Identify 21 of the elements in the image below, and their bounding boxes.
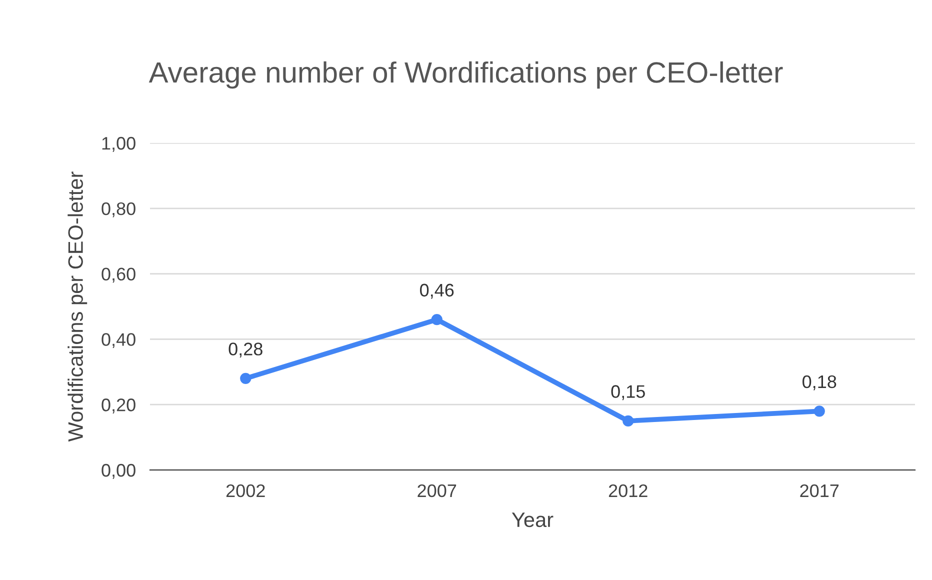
y-tick-label: 0,40 <box>102 333 136 348</box>
x-axis-title: Year <box>512 512 554 528</box>
y-tick-label: 0,20 <box>102 398 136 414</box>
y-tick-label: 0,80 <box>102 202 136 218</box>
x-tick-label: 2012 <box>608 484 648 498</box>
y-axis-title: Wordifications per CEO-letter <box>68 172 88 442</box>
x-tick-label: 2017 <box>800 484 839 498</box>
point <box>814 406 825 417</box>
y-tick-label: 0,60 <box>102 268 136 283</box>
x-tick-label: 2002 <box>226 484 265 498</box>
y-tick-label: 0,00 <box>102 464 136 479</box>
chart-title: Average number of Wordifications per CEO-letter <box>148 61 783 89</box>
data-label: 0,46 <box>420 284 454 299</box>
point <box>240 372 252 384</box>
data-label: 0,18 <box>802 375 836 390</box>
data-label: 0,28 <box>228 342 262 358</box>
point <box>622 415 634 427</box>
y-tick-label: 1,00 <box>102 136 136 152</box>
x-tick-label: 2007 <box>418 484 456 498</box>
data-label: 0,15 <box>611 385 645 400</box>
point <box>431 314 442 326</box>
